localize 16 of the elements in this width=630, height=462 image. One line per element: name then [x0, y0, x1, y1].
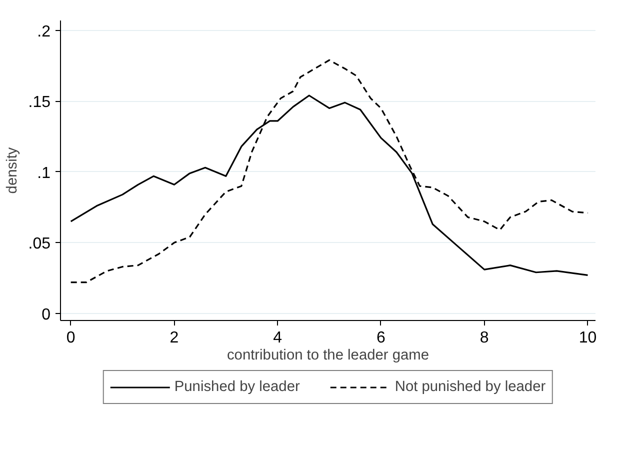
- x-tick-label: 10: [578, 330, 597, 346]
- y-tick-label: .1: [37, 164, 51, 182]
- legend-label: Not punished by leader: [394, 379, 546, 395]
- y-tick-label: .2: [37, 23, 51, 40]
- x-axis-title: contribution to the leader game: [226, 348, 430, 364]
- y-tick-label: .15: [28, 94, 51, 112]
- y-tick-label: .05: [28, 236, 51, 253]
- x-tick-label: 4: [273, 330, 282, 346]
- legend-label: Punished by leader: [174, 379, 300, 395]
- x-tick-label: 6: [376, 330, 386, 346]
- x-tick-label: 0: [66, 330, 76, 346]
- x-tick-label: 8: [480, 330, 489, 346]
- line-series: [70, 59, 589, 284]
- x-tick-label: 2: [170, 330, 179, 346]
- y-tick-label: 0: [42, 306, 51, 324]
- y-axis-title: density: [4, 146, 20, 194]
